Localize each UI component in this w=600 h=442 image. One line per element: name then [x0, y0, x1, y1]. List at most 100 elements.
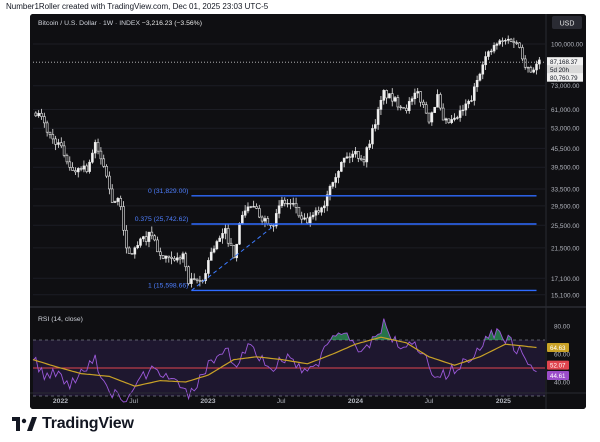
candle[interactable] [413, 88, 417, 105]
candle[interactable] [190, 272, 193, 288]
candle[interactable] [43, 112, 46, 128]
fib-retracement[interactable]: 0 (31,829.00) 0.375 (25,742.62) 1 (15,598.… [135, 188, 537, 292]
candle[interactable] [175, 252, 179, 263]
candle[interactable] [331, 181, 335, 189]
candle[interactable] [249, 206, 253, 209]
candle[interactable] [509, 37, 513, 43]
candle[interactable] [209, 247, 213, 261]
candle[interactable] [62, 140, 66, 158]
candle[interactable] [475, 75, 479, 92]
candle[interactable] [472, 82, 476, 106]
candle[interactable] [357, 150, 360, 163]
candle[interactable] [257, 204, 261, 219]
candle[interactable] [224, 224, 227, 240]
candle[interactable] [359, 154, 363, 162]
candle[interactable] [461, 104, 465, 116]
candle[interactable] [501, 37, 504, 47]
candle[interactable] [119, 195, 122, 211]
candle[interactable] [127, 246, 131, 254]
candle[interactable] [133, 246, 137, 259]
candle[interactable] [504, 38, 507, 45]
candle[interactable] [512, 37, 516, 49]
candle[interactable] [289, 198, 292, 210]
candle[interactable] [325, 190, 329, 212]
candle[interactable] [416, 87, 420, 98]
candle[interactable] [422, 99, 425, 108]
candle[interactable] [88, 159, 91, 174]
candle[interactable] [139, 237, 142, 248]
candle[interactable] [464, 99, 468, 116]
candle[interactable] [419, 91, 422, 107]
candle[interactable] [424, 101, 428, 114]
candle[interactable] [489, 48, 493, 55]
candle[interactable] [342, 157, 346, 168]
candle[interactable] [108, 171, 111, 195]
candle[interactable] [306, 213, 309, 224]
candle[interactable] [212, 245, 216, 254]
candle[interactable] [311, 212, 315, 220]
candle[interactable] [263, 215, 267, 228]
candle[interactable] [521, 44, 524, 62]
candle[interactable] [40, 108, 43, 120]
candle[interactable] [99, 147, 103, 165]
candle[interactable] [68, 156, 72, 171]
candle[interactable] [303, 213, 306, 221]
candle[interactable] [82, 160, 86, 173]
chart-frame[interactable]: 0 (31,829.00) 0.375 (25,742.62) 1 (15,598.… [30, 14, 586, 409]
candle[interactable] [218, 235, 221, 242]
candle[interactable] [221, 228, 224, 244]
candle[interactable] [529, 65, 533, 73]
candle[interactable] [158, 247, 162, 260]
candle[interactable] [136, 241, 139, 250]
candle[interactable] [478, 72, 482, 82]
candle[interactable] [215, 239, 219, 251]
candle[interactable] [116, 197, 120, 206]
candle[interactable] [382, 89, 386, 105]
candle[interactable] [125, 225, 128, 254]
candle[interactable] [379, 96, 383, 115]
candle[interactable] [246, 202, 250, 214]
candle[interactable] [195, 278, 199, 284]
candle[interactable] [178, 255, 182, 265]
candle[interactable] [229, 237, 233, 246]
candle[interactable] [348, 152, 352, 164]
candle[interactable] [399, 105, 403, 111]
candle[interactable] [283, 197, 287, 207]
candle[interactable] [487, 50, 490, 60]
candle[interactable] [274, 208, 278, 229]
candle[interactable] [173, 255, 176, 262]
candle[interactable] [147, 231, 151, 248]
candle[interactable] [506, 35, 510, 44]
candle[interactable] [232, 244, 236, 259]
candle[interactable] [470, 95, 473, 103]
candle[interactable] [105, 164, 108, 179]
candle[interactable] [204, 269, 207, 284]
candle[interactable] [79, 166, 83, 172]
candle[interactable] [368, 139, 371, 151]
candle[interactable] [37, 110, 40, 118]
candle[interactable] [294, 197, 298, 214]
candles-layer[interactable] [33, 35, 545, 288]
candle[interactable] [96, 138, 100, 155]
candle[interactable] [351, 150, 354, 163]
candle[interactable] [122, 201, 125, 236]
candle[interactable] [164, 255, 168, 263]
candle[interactable] [323, 200, 326, 213]
candle[interactable] [376, 106, 380, 130]
candle[interactable] [167, 255, 171, 263]
candle[interactable] [410, 96, 414, 106]
candle[interactable] [243, 205, 247, 218]
candle[interactable] [334, 173, 337, 188]
candle[interactable] [340, 161, 343, 173]
candle[interactable] [207, 257, 210, 279]
candle[interactable] [430, 111, 434, 126]
candle[interactable] [45, 120, 49, 137]
candle[interactable] [226, 223, 230, 247]
candle[interactable] [235, 243, 238, 262]
candle[interactable] [484, 51, 487, 71]
candle[interactable] [192, 273, 196, 281]
candle[interactable] [458, 105, 462, 122]
candle[interactable] [51, 128, 55, 144]
candle[interactable] [320, 206, 323, 216]
candle[interactable] [144, 231, 148, 246]
